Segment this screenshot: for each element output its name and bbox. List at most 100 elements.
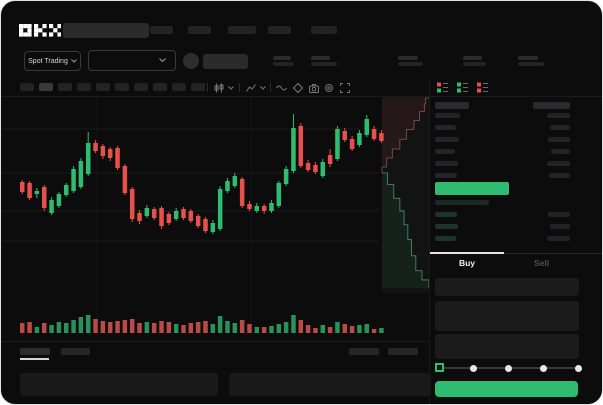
wave-tool-icon[interactable] [276, 83, 287, 93]
slider-step-dot[interactable] [539, 364, 547, 372]
tab-buy[interactable]: Buy [430, 254, 504, 272]
bid-row-amount[interactable] [548, 212, 570, 217]
interval-button[interactable] [96, 83, 110, 91]
market-type-select[interactable]: Spot Trading [24, 51, 81, 71]
candle [342, 131, 348, 140]
interval-button[interactable] [172, 83, 186, 91]
slider-handle[interactable] [434, 363, 444, 372]
candle-type-icon[interactable] [213, 83, 224, 93]
book-view-asks-icon[interactable] [476, 81, 489, 94]
ask-row-price[interactable] [435, 113, 460, 118]
header-action-button[interactable] [203, 54, 248, 69]
indicators-icon[interactable] [245, 83, 256, 93]
price-chart[interactable] [1, 96, 431, 341]
bottom-tab[interactable] [61, 348, 90, 355]
bottom-tab-indicator [20, 358, 49, 360]
interval-button[interactable] [39, 83, 53, 91]
volume-bar [313, 328, 318, 333]
ask-row-amount[interactable] [550, 125, 570, 130]
volume-bar [283, 322, 289, 333]
bottom-panel [229, 373, 431, 396]
candle [195, 216, 201, 226]
buy-submit-button[interactable] [435, 381, 578, 397]
candle [276, 183, 282, 206]
ask-row-amount[interactable] [549, 173, 570, 178]
total-field[interactable] [435, 334, 579, 359]
chevron-down-icon[interactable] [259, 83, 266, 93]
volume-bar [41, 323, 47, 333]
slider-step-dot[interactable] [505, 364, 512, 372]
bottom-panel [20, 373, 218, 396]
amount-field[interactable] [435, 301, 579, 331]
slider-step-dot[interactable] [470, 364, 478, 372]
volume-bar [107, 322, 113, 333]
bottom-action[interactable] [388, 348, 418, 355]
candle [115, 148, 120, 168]
candle [291, 128, 296, 171]
fullscreen-icon[interactable] [339, 83, 350, 93]
candle [371, 129, 377, 139]
active-tab-indicator [430, 252, 504, 254]
volume-bar [254, 327, 260, 333]
volume-bar [320, 325, 326, 333]
bid-row-price[interactable] [435, 236, 456, 241]
ask-row-amount[interactable] [551, 149, 570, 154]
tab-sell[interactable]: Sell [504, 254, 579, 272]
bid-row-amount[interactable] [550, 224, 570, 229]
volume-bar [305, 325, 311, 333]
avatar[interactable] [183, 53, 199, 69]
interval-button[interactable] [191, 83, 205, 91]
interval-button[interactable] [115, 83, 129, 91]
bid-row-price[interactable] [435, 200, 489, 205]
slider-step-dot[interactable] [574, 364, 582, 372]
bottom-action[interactable] [349, 348, 379, 355]
ask-row-price[interactable] [435, 173, 457, 178]
interval-button[interactable] [58, 83, 72, 91]
ask-row-amount[interactable] [548, 137, 570, 142]
nav-item[interactable] [150, 26, 173, 34]
ask-row-amount[interactable] [547, 161, 570, 166]
ask-row-price[interactable] [435, 161, 458, 166]
volume-bar [247, 324, 252, 333]
interval-button[interactable] [77, 83, 91, 91]
volume-bar [100, 321, 106, 333]
ask-row-price[interactable] [435, 149, 455, 154]
interval-button[interactable] [153, 83, 167, 91]
volume-bar [85, 315, 91, 333]
volume-bar [225, 321, 230, 333]
ask-row-amount[interactable] [547, 113, 570, 118]
interval-button[interactable] [20, 83, 34, 91]
candle [349, 139, 355, 149]
last-price-bar[interactable] [435, 182, 509, 195]
ask-row-price[interactable] [435, 125, 456, 130]
volume-bar [261, 327, 267, 333]
pair-select[interactable] [88, 50, 176, 71]
search-input[interactable] [63, 23, 149, 38]
settings-gear-icon[interactable] [323, 83, 334, 93]
camera-icon[interactable] [308, 83, 319, 93]
candle [239, 179, 245, 206]
candle [151, 209, 157, 218]
ask-row-price[interactable] [435, 137, 459, 142]
bid-row-amount[interactable] [547, 236, 570, 241]
bid-row-price[interactable] [435, 224, 458, 229]
book-view-combined-icon[interactable] [436, 81, 449, 94]
chevron-down-icon[interactable] [227, 83, 234, 93]
candle [144, 208, 150, 216]
nav-item[interactable] [228, 26, 256, 34]
ticker-stat-label [311, 56, 330, 60]
nav-item[interactable] [188, 26, 211, 34]
volume-bar [27, 322, 32, 333]
candle [85, 143, 91, 174]
bid-row-price[interactable] [435, 212, 457, 217]
candle [283, 169, 289, 184]
book-view-bids-icon[interactable] [456, 81, 469, 94]
draw-tools-icon[interactable] [292, 83, 303, 93]
bottom-tab[interactable] [20, 348, 50, 355]
nav-item[interactable] [268, 26, 291, 34]
interval-button[interactable] [134, 83, 148, 91]
price-field[interactable] [435, 278, 579, 296]
nav-item[interactable] [311, 26, 337, 34]
chevron-down-icon [70, 59, 77, 63]
